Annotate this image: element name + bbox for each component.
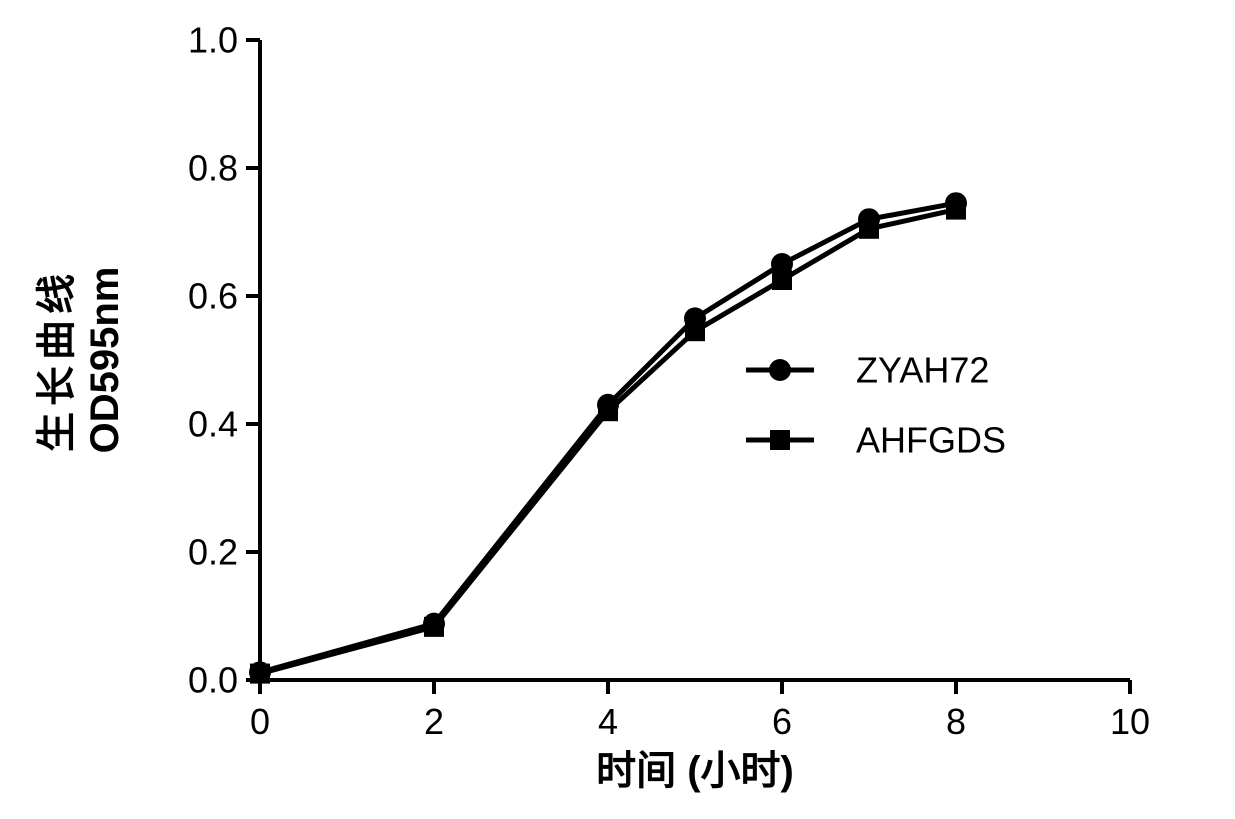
- x-tick-label: 8: [946, 701, 966, 742]
- legend-label-ZYAH72: ZYAH72: [856, 350, 989, 391]
- series-marker-AHFGDS: [685, 321, 705, 341]
- legend-marker-AHFGDS: [770, 430, 790, 450]
- legend-label-AHFGDS: AHFGDS: [856, 420, 1006, 461]
- x-tick-label: 2: [424, 701, 444, 742]
- x-axis-title: 时间 (小时): [596, 749, 794, 793]
- series-marker-AHFGDS: [946, 200, 966, 220]
- y-axis-title-line1: 生长曲线: [35, 268, 79, 452]
- y-tick-label: 0.2: [188, 532, 238, 573]
- series-marker-AHFGDS: [598, 401, 618, 421]
- x-tick-label: 6: [772, 701, 792, 742]
- x-tick-label: 4: [598, 701, 618, 742]
- y-tick-label: 0.0: [188, 660, 238, 701]
- y-tick-label: 0.6: [188, 276, 238, 317]
- y-axis-title-line2: OD595nm: [83, 267, 127, 454]
- legend-marker-ZYAH72: [769, 359, 791, 381]
- series-marker-AHFGDS: [859, 219, 879, 239]
- x-tick-label: 10: [1110, 701, 1150, 742]
- x-tick-label: 0: [250, 701, 270, 742]
- series-marker-AHFGDS: [424, 617, 444, 637]
- series-marker-AHFGDS: [250, 664, 270, 684]
- y-tick-label: 1.0: [188, 20, 238, 61]
- y-tick-label: 0.4: [188, 404, 238, 445]
- series-marker-AHFGDS: [772, 270, 792, 290]
- chart-svg: 0 2 4 6 8 10 0.0 0.2 0.4 0.6 0.8 1.0 时间 (小时) 生长曲线OD59…: [0, 0, 1235, 819]
- growth-curve-chart: 0 2 4 6 8 10 0.0 0.2 0.4 0.6 0.8 1.0 时间 (小时) 生长曲线OD59…: [0, 0, 1235, 819]
- y-tick-label: 0.8: [188, 148, 238, 189]
